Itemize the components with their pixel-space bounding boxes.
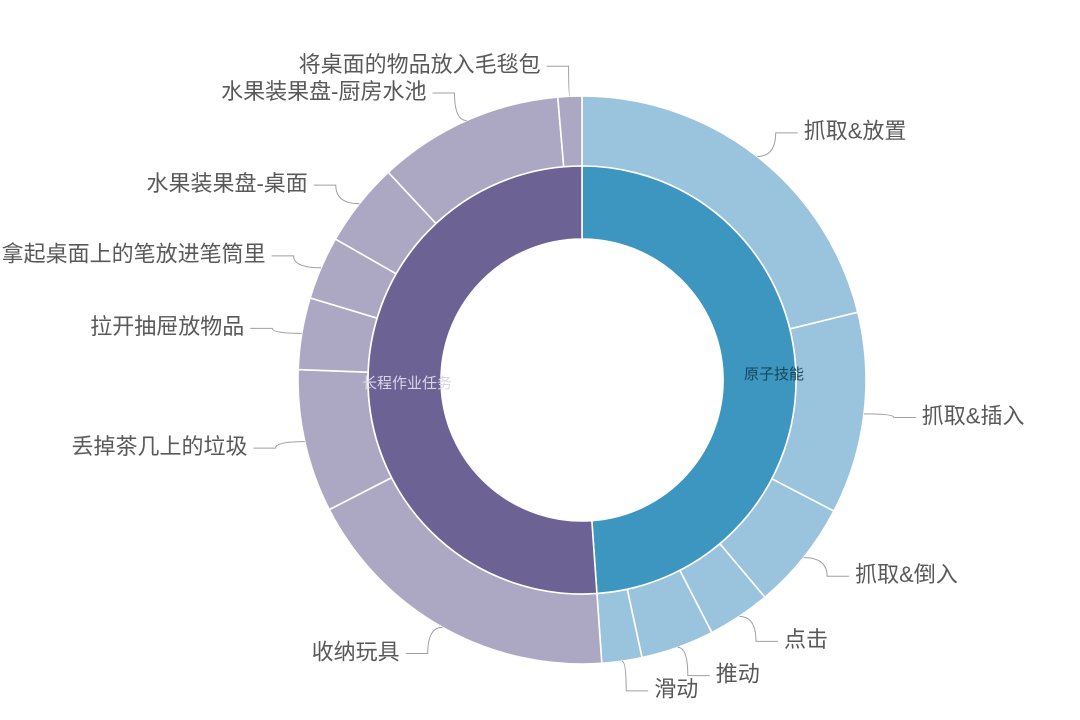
- svg-text:丢掉茶几上的垃圾: 丢掉茶几上的垃圾: [71, 434, 247, 459]
- svg-text:滑动: 滑动: [654, 677, 698, 702]
- svg-text:抓取&倒入: 抓取&倒入: [855, 562, 958, 587]
- svg-text:长程作业任务: 长程作业任务: [362, 375, 452, 392]
- svg-text:抓取&插入: 抓取&插入: [922, 403, 1025, 428]
- svg-text:收纳玩具: 收纳玩具: [312, 639, 400, 664]
- svg-text:将桌面的物品放入毛毯包: 将桌面的物品放入毛毯包: [299, 52, 541, 77]
- svg-text:拿起桌面上的笔放进笔筒里: 拿起桌面上的笔放进笔筒里: [2, 242, 266, 267]
- svg-text:拉开抽屉放物品: 拉开抽屉放物品: [90, 314, 244, 339]
- svg-text:点击: 点击: [784, 627, 828, 652]
- svg-text:水果装果盘-桌面: 水果装果盘-桌面: [146, 171, 307, 196]
- svg-text:推动: 推动: [716, 661, 760, 686]
- svg-text:水果装果盘-厨房水池: 水果装果盘-厨房水池: [221, 79, 426, 104]
- svg-text:原子技能: 原子技能: [744, 366, 804, 383]
- svg-text:抓取&放置: 抓取&放置: [804, 119, 907, 144]
